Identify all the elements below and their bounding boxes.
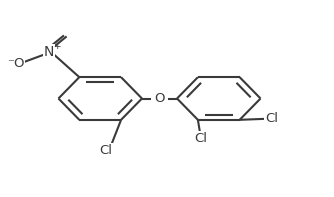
Text: N: N — [44, 45, 54, 59]
Text: ⁻O: ⁻O — [7, 57, 25, 70]
Text: O: O — [154, 92, 165, 105]
Text: Cl: Cl — [265, 112, 278, 125]
Text: +: + — [53, 42, 60, 51]
Text: Cl: Cl — [100, 144, 113, 157]
Text: Cl: Cl — [195, 132, 208, 145]
